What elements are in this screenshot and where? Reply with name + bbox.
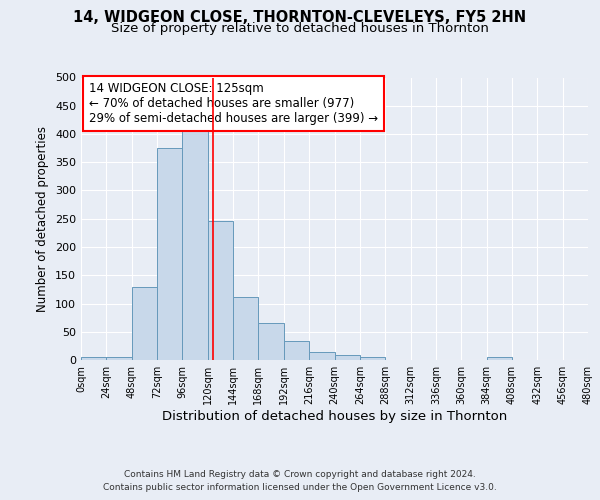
- Bar: [106, 357, 132, 360]
- Text: 14, WIDGEON CLOSE, THORNTON-CLEVELEYS, FY5 2HN: 14, WIDGEON CLOSE, THORNTON-CLEVELEYS, F…: [73, 10, 527, 25]
- Bar: [335, 356, 360, 360]
- Bar: [360, 356, 385, 360]
- Text: Size of property relative to detached houses in Thornton: Size of property relative to detached ho…: [111, 22, 489, 35]
- Bar: [132, 286, 157, 360]
- Bar: [487, 357, 512, 360]
- Bar: [588, 358, 600, 360]
- Bar: [233, 298, 259, 360]
- Bar: [208, 221, 233, 360]
- Bar: [182, 126, 208, 360]
- Text: 14 WIDGEON CLOSE: 125sqm
← 70% of detached houses are smaller (977)
29% of semi-: 14 WIDGEON CLOSE: 125sqm ← 70% of detach…: [89, 82, 378, 124]
- Bar: [309, 352, 335, 360]
- Bar: [157, 148, 182, 360]
- Bar: [259, 324, 284, 360]
- Text: Contains public sector information licensed under the Open Government Licence v3: Contains public sector information licen…: [103, 483, 497, 492]
- Bar: [81, 357, 106, 360]
- Y-axis label: Number of detached properties: Number of detached properties: [37, 126, 49, 312]
- Bar: [284, 342, 309, 360]
- Text: Contains HM Land Registry data © Crown copyright and database right 2024.: Contains HM Land Registry data © Crown c…: [124, 470, 476, 479]
- X-axis label: Distribution of detached houses by size in Thornton: Distribution of detached houses by size …: [162, 410, 507, 422]
